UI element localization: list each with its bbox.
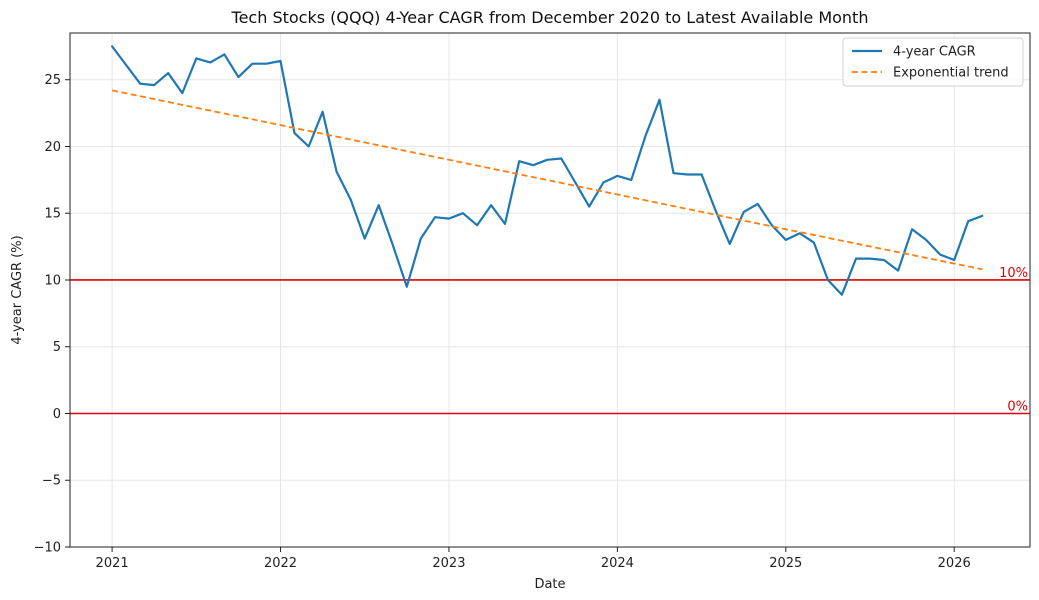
x-tick-label: 2021 (96, 556, 129, 571)
y-axis-label: 4-year CAGR (%) (10, 235, 25, 344)
chart-title: Tech Stocks (QQQ) 4-Year CAGR from Decem… (231, 8, 869, 27)
legend: 4-year CAGR Exponential trend (842, 37, 1024, 87)
x-tick-label: 2025 (769, 556, 802, 571)
y-tick-label: −10 (34, 541, 61, 556)
x-tick-label: 2023 (432, 556, 465, 571)
y-tick-label: 0 (53, 407, 61, 422)
reference-line-label: 0% (1007, 399, 1028, 414)
y-tick-label: −5 (42, 474, 61, 489)
x-tick-label: 2022 (264, 556, 297, 571)
series-line (111, 89, 983, 271)
y-tick-label: 20 (44, 140, 61, 155)
legend-box (842, 37, 1024, 87)
y-axis: −10 −5 0 5 10 15 20 25 (34, 73, 70, 556)
reference-lines: 10% 0% (70, 266, 1030, 414)
x-tick-label: 2024 (601, 556, 634, 571)
legend-entry: 4-year CAGR (893, 45, 976, 60)
series-line (110, 45, 984, 296)
plot-area-frame (69, 32, 1031, 548)
y-tick-label: 10 (44, 273, 61, 288)
y-tick-label: 5 (53, 340, 61, 355)
y-tick-label: 15 (44, 207, 61, 222)
x-tick-label: 2026 (938, 556, 971, 571)
x-axis-label: Date (534, 577, 565, 592)
y-tick-label: 25 (44, 73, 61, 88)
legend-entry: Exponential trend (893, 66, 1009, 81)
reference-line-label: 10% (999, 266, 1028, 281)
series-layer (110, 45, 984, 296)
x-axis: 2021 2022 2023 2024 2025 2026 (96, 547, 971, 571)
